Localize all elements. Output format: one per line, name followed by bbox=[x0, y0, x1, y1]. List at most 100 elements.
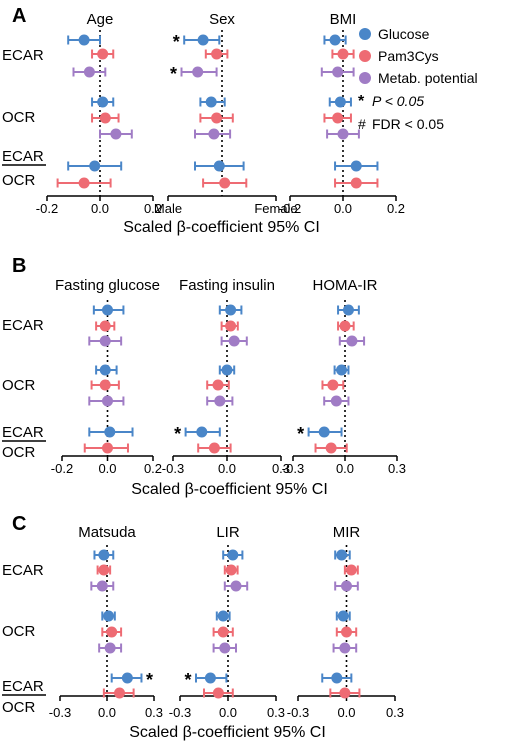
panel-b-fasting-insulin-ecar-glucose-point bbox=[225, 304, 237, 316]
panel-b-homa-ir-ecar-pam3cys-point bbox=[339, 320, 351, 332]
panel-b-fasting-glucose-ecar-ocr-glucose-point bbox=[104, 426, 116, 438]
panel-c-lir-ecar-metab-potential-point bbox=[230, 580, 242, 592]
panel-a-age-ocr-pam3cys-point bbox=[99, 112, 111, 124]
panel-a-age-tick-label: 0.0 bbox=[91, 201, 109, 216]
panel-b-fasting-glucose-tick-label: -0.2 bbox=[51, 461, 73, 476]
panel-c-matsuda-ecar-ocr-glucose-point bbox=[121, 672, 133, 684]
panel-a-ratio-numerator: ECAR bbox=[2, 148, 44, 165]
panel-c-mir-ocr-metab-potential-point bbox=[339, 642, 351, 654]
panel-b-fasting-glucose-ocr-metab-potential-point bbox=[102, 395, 113, 407]
panel-c-mir-ocr-pam3cys-point bbox=[341, 626, 352, 638]
panel-c-lir-ecar-ocr-glucose-point bbox=[204, 672, 216, 684]
panel-b-fasting-insulin-tick-label: -0.3 bbox=[162, 461, 184, 476]
panel-a-bmi-title: BMI bbox=[330, 11, 357, 28]
legend: Glucose Pam3Cys Metab. potential * P < 0… bbox=[358, 26, 478, 132]
panel-c-lir-tick-label: 0.3 bbox=[267, 705, 285, 720]
panel-c-matsuda: Matsuda -0.3 0.0 0.3 * bbox=[49, 524, 163, 720]
panel-c-matsuda-ecar-glucose-point bbox=[98, 549, 110, 561]
panel-c-mir-ecar-ocr-glucose-point bbox=[331, 672, 343, 684]
panel-b-fasting-insulin-ecar-ocr-glucose-sig-marker: * bbox=[174, 424, 181, 444]
panel-a-sex-ecar-pam3cys-point bbox=[211, 48, 223, 60]
panel-c-mir-tick-label: 0.3 bbox=[386, 705, 404, 720]
panel-a-sex-ocr-pam3cys-point bbox=[211, 112, 223, 124]
panel-b-fasting-insulin-ocr-metab-potential-point bbox=[214, 395, 226, 407]
panel-b-fasting-glucose-ocr-glucose-point bbox=[99, 364, 111, 376]
panel-b-ratio-denominator: OCR bbox=[2, 444, 36, 461]
panel-c-lir-title: LIR bbox=[216, 524, 240, 541]
panel-c-matsuda-tick-label: -0.3 bbox=[49, 705, 71, 720]
panel-b-fasting-glucose-ecar-glucose-point bbox=[102, 304, 113, 316]
panel-a-bmi-ocr-pam3cys-point bbox=[332, 112, 344, 124]
panel-a-row-label-ecar: ECAR bbox=[2, 47, 44, 64]
panel-b-xlabel: Scaled β-coefficient 95% CI bbox=[131, 481, 328, 498]
panel-a-sex-title: Sex bbox=[209, 11, 235, 28]
panel-c-lir-ecar-glucose-point bbox=[227, 549, 239, 561]
panel-b-homa-ir-ecar-metab-potential-point bbox=[346, 335, 358, 347]
panel-a-bmi-ecar-pam3cys-point bbox=[337, 48, 349, 60]
panel-c-letter: C bbox=[12, 513, 26, 535]
legend-swatch-glucose bbox=[359, 28, 371, 40]
panel-b-fasting-insulin-ecar-ocr-pam3cys-point bbox=[208, 442, 220, 454]
panel-a-age-tick-label: 0.2 bbox=[144, 201, 162, 216]
panel-a-sex-tick-label: Female bbox=[254, 201, 297, 216]
panel-b-row-label-ocr: OCR bbox=[2, 377, 36, 394]
panel-c-lir-ocr-glucose-point bbox=[217, 610, 229, 622]
legend-sig-text: P < 0.05 bbox=[372, 93, 424, 109]
legend-fdr-symbol: # bbox=[358, 116, 366, 132]
panel-b-fasting-insulin-title: Fasting insulin bbox=[179, 277, 275, 294]
panel-b-fasting-glucose-ocr-pam3cys-point bbox=[99, 379, 111, 391]
panel-c-matsuda-ocr-glucose-point bbox=[103, 610, 115, 622]
panel-a-letter: A bbox=[12, 5, 26, 27]
panel-c-matsuda-ocr-metab-potential-point bbox=[104, 642, 116, 654]
panel-b-homa-ir-title: HOMA-IR bbox=[313, 277, 378, 294]
panel-c-matsuda-title: Matsuda bbox=[78, 524, 136, 541]
panel-b-fasting-insulin-tick-label: 0.0 bbox=[218, 461, 236, 476]
panel-b-letter: B bbox=[12, 255, 26, 277]
panel-c-matsuda-ocr-pam3cys-point bbox=[106, 626, 118, 638]
panel-c-xlabel: Scaled β-coefficient 95% CI bbox=[129, 724, 326, 741]
panel-a-age-ecar-ocr-pam3cys-point bbox=[78, 177, 90, 189]
panel-c-matsuda-ecar-ocr-pam3cys-point bbox=[114, 687, 126, 699]
panel-a-sex-ecar-metab-potential-sig-marker: * bbox=[170, 64, 177, 84]
panel-a-age-ecar-ocr-glucose-point bbox=[89, 160, 101, 172]
panel-b-fasting-glucose-ecar-metab-potential-point bbox=[99, 335, 111, 347]
panel-b-homa-ir-ocr-metab-potential-point bbox=[330, 395, 342, 407]
panel-a-age-ecar-pam3cys-point bbox=[97, 48, 109, 60]
panel-a-xlabel: Scaled β-coefficient 95% CI bbox=[123, 219, 320, 236]
panel-a-bmi-tick-label: 0.2 bbox=[387, 201, 405, 216]
panel-b-row-label-ecar: ECAR bbox=[2, 317, 44, 334]
panel-a-bmi-ecar-glucose-point bbox=[329, 34, 341, 46]
panel-b-homa-ir-tick-label: -0.3 bbox=[282, 461, 304, 476]
panel-c-ratio-numerator: ECAR bbox=[2, 678, 44, 695]
panel-a-sex-ecar-glucose-point bbox=[197, 34, 209, 46]
panel-b-homa-ir: HOMA-IR -0.3 0.0 0.3 * bbox=[282, 277, 406, 476]
panel-a-sex-ocr-metab-potential-point bbox=[208, 128, 220, 140]
panel-c-mir-title: MIR bbox=[333, 524, 361, 541]
panel-b-fasting-insulin: Fasting insulin -0.3 0.0 0.3 * bbox=[162, 277, 290, 476]
panel-b-ratio-numerator: ECAR bbox=[2, 424, 44, 441]
legend-swatch-metab-potential bbox=[359, 72, 371, 84]
panel-c-row-label-ecar: ECAR bbox=[2, 562, 44, 579]
panel-c-mir-ecar-pam3cys-point bbox=[345, 564, 357, 576]
panel-b-fasting-glucose-tick-label: 0.0 bbox=[98, 461, 116, 476]
panel-a-bmi-ecar-metab-potential-point bbox=[332, 66, 344, 78]
panel-c-matsuda-ecar-pam3cys-point bbox=[98, 564, 110, 576]
panel-b-homa-ir-tick-label: 0.3 bbox=[388, 461, 406, 476]
panel-a-age-ocr-metab-potential-point bbox=[110, 128, 122, 140]
panel-a-age-ecar-metab-potential-point bbox=[83, 66, 95, 78]
panel-c-matsuda-ecar-ocr-glucose-sig-marker: * bbox=[146, 670, 153, 690]
panel-b: B ECAR OCR ECAR OCR Scaled β-coefficient 95% … bbox=[2, 255, 406, 498]
panel-c-lir-ecar-pam3cys-point bbox=[225, 564, 237, 576]
panel-c-ratio-denominator: OCR bbox=[2, 699, 36, 716]
panel-a-bmi-ecar-ocr-pam3cys-point bbox=[350, 177, 362, 189]
legend-swatch-pam3cys bbox=[359, 50, 371, 62]
panel-b-homa-ir-ocr-pam3cys-point bbox=[327, 379, 339, 391]
panel-c-matsuda-ecar-metab-potential-point bbox=[96, 580, 108, 592]
panel-a-bmi-tick-label: -0.2 bbox=[279, 201, 301, 216]
panel-a: A ECAR OCR ECAR OCR Scaled β-coefficient 95% … bbox=[2, 5, 405, 236]
panel-b-fasting-insulin-ecar-ocr-glucose-point bbox=[196, 426, 208, 438]
panel-b-fasting-insulin-ecar-pam3cys-point bbox=[225, 320, 237, 332]
panel-c: C ECAR OCR ECAR OCR Scaled β-coefficient 95% … bbox=[2, 513, 404, 741]
panel-b-fasting-insulin-ocr-glucose-point bbox=[221, 364, 233, 376]
